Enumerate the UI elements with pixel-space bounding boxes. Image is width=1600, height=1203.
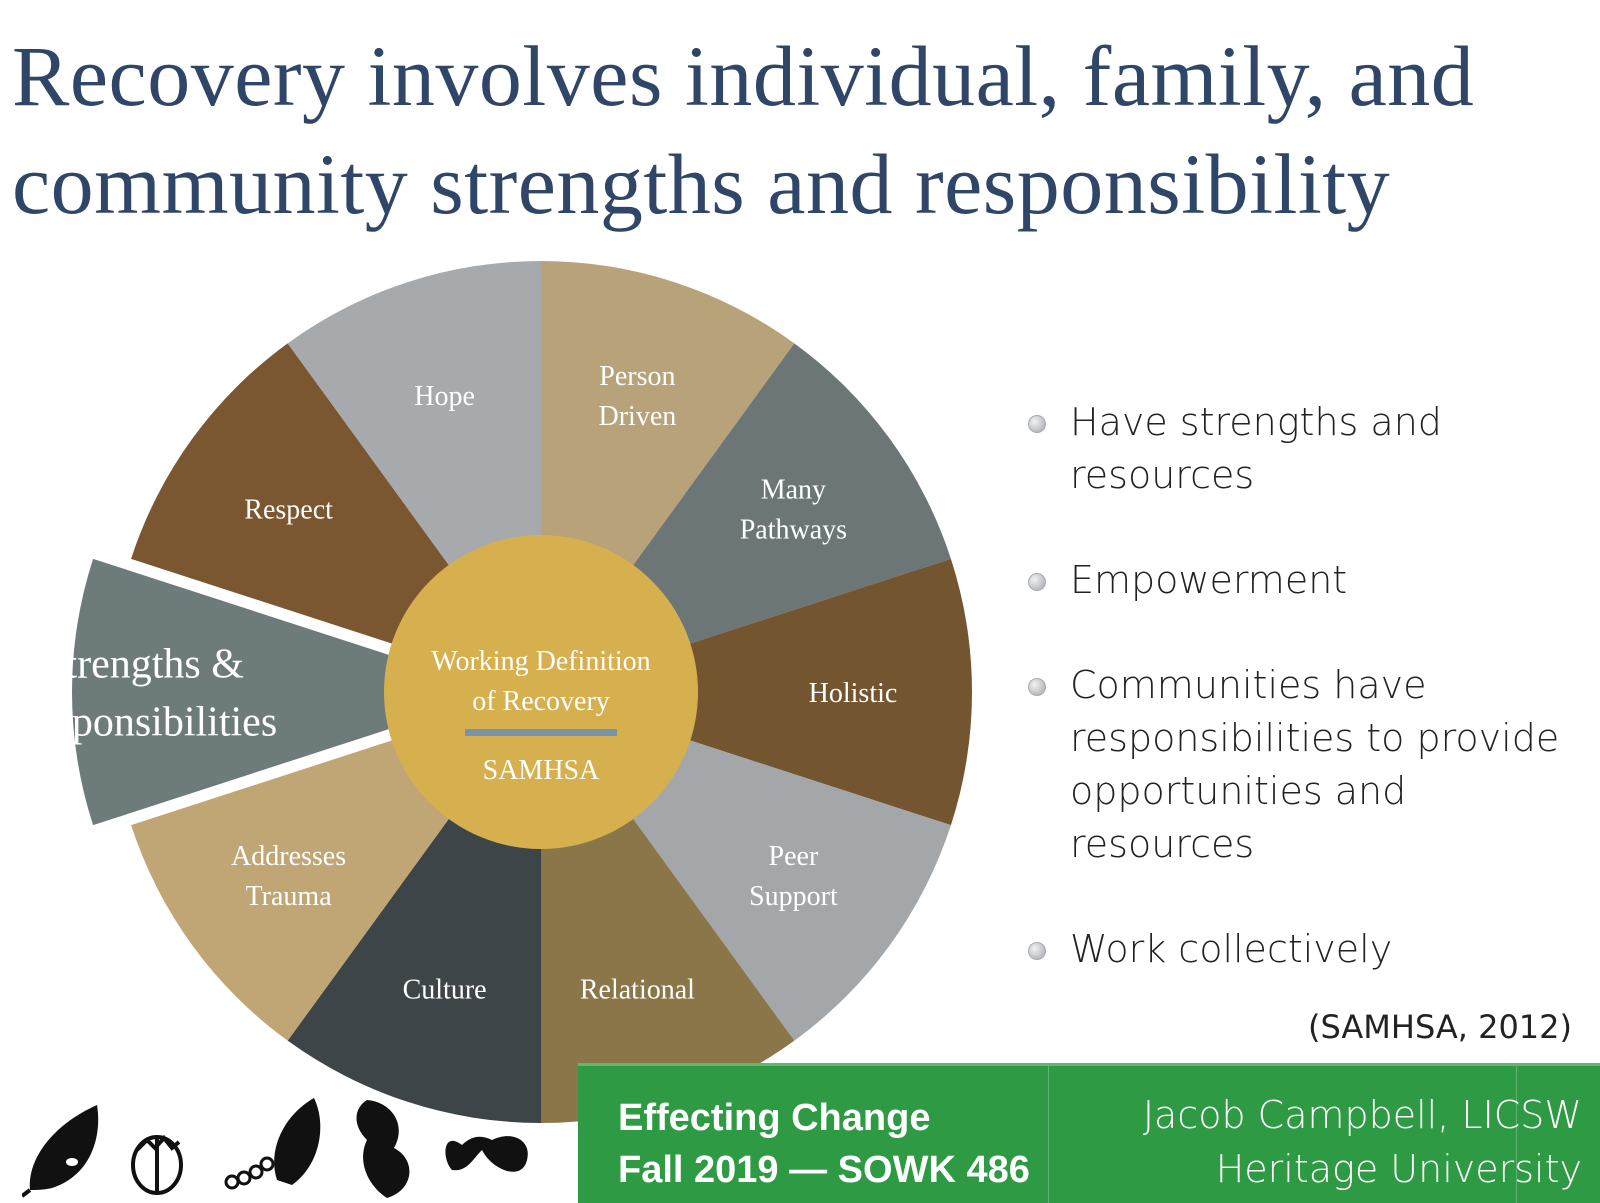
slide-title: Recovery involves individual, family, an… [12,22,1592,238]
wheel-center-divider [465,729,617,736]
footer-author-block: Jacob Campbell, LICSW Heritage Universit… [1143,1088,1582,1196]
wheel-segment-label: Many [761,474,826,505]
butterfly-lifecycle-logo [22,1098,528,1198]
wheel-segment-label: Peer [769,841,819,872]
bullet-item: Work collectively [1028,923,1588,976]
footer-course-title: Effecting Change [618,1097,931,1139]
wheel-segment-label: Strengths & [42,642,244,688]
wheel-segment-label: Trauma [246,881,333,912]
bullet-item: Have strengths and resources [1028,396,1588,502]
leaf-egg-icon [22,1105,99,1198]
footer-course-term: Fall 2019 — SOWK 486 [618,1149,1030,1191]
footer-divider [1516,1066,1517,1203]
wheel-segment-label: Person [599,361,675,392]
footer-course: Effecting Change Fall 2019 — SOWK 486 [618,1092,1030,1196]
wheel-segment-label: Respect [244,494,333,525]
wheel-segment-label: Holistic [809,678,898,709]
chrysalis-icon [356,1100,410,1198]
bullet-text: Communities have responsibilities to pro… [1070,663,1560,866]
bullet-text: Empowerment [1070,558,1348,602]
wheel-center-title-line-2: of Recovery [472,686,610,717]
wheel-segment [71,558,503,826]
bullet-text: Have strengths and resources [1070,400,1442,497]
citation: (SAMHSA, 2012) [1307,1008,1572,1046]
bullet-list: Have strengths and resources Empowerment… [1028,396,1588,976]
butterfly-icon [445,1136,528,1172]
wheel-segment [541,558,972,826]
wheel-segment-label: Culture [403,975,487,1006]
bullet-dot-icon [1028,678,1046,696]
wheel-center-title-line-1: Working Definition [431,646,650,677]
wheel-center-circle [384,535,698,849]
slide-title-line-2: community strengths and responsibility [12,136,1391,232]
bullet-item: Empowerment [1028,554,1588,607]
recovery-wheel-diagram: Person Driven Many Pathways Holistic Peer Supp… [9,261,972,1123]
wheel-segment-label: Responsibilities [9,700,277,746]
wheel-segment-label: Pathways [740,514,847,545]
wheel-center-source: SAMHSA [483,755,600,786]
wheel-segment-label: Relational [580,975,695,1006]
bullet-dot-icon [1028,573,1046,591]
bullet-dot-icon [1028,415,1046,433]
bullet-text: Work collectively [1070,927,1393,971]
wheel-segment-label: Driven [599,401,677,432]
footer-institution: Heritage University [1215,1147,1582,1191]
wheel-segment-label: Hope [414,381,475,412]
hatching-egg-icon [131,1134,183,1195]
footer-author: Jacob Campbell, LICSW [1142,1093,1582,1137]
wheel-segment-label: Support [749,881,838,912]
bullet-dot-icon [1028,942,1046,960]
footer-banner: Effecting Change Fall 2019 — SOWK 486 Ja… [578,1063,1600,1203]
wheel-center: Working Definition of Recovery SAMHSA [384,535,698,849]
footer-divider [1048,1066,1049,1203]
bullet-item: Communities have responsibilities to pro… [1028,659,1588,871]
caterpillar-on-leaf-icon [224,1098,321,1190]
slide-title-line-1: Recovery involves individual, family, an… [12,28,1475,124]
wheel-segment-label: Addresses [231,841,346,872]
